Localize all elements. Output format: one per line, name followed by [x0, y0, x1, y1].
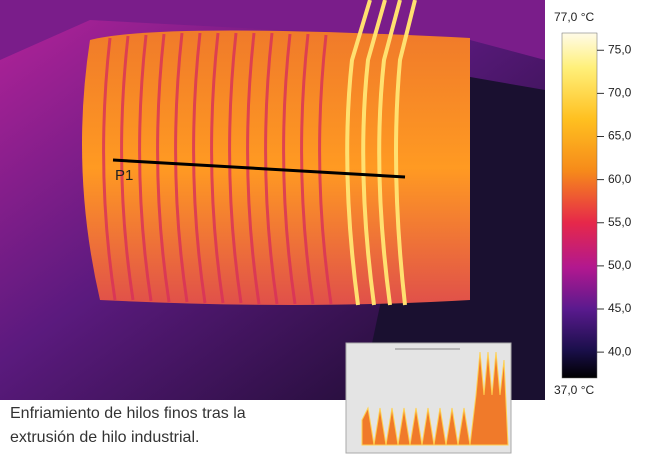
tick-label: 75,0 — [608, 42, 632, 56]
thermal-image — [0, 0, 545, 400]
tick-label: 60,0 — [608, 172, 632, 186]
tick-label: 40,0 — [608, 344, 632, 358]
tick-label: 55,0 — [608, 215, 632, 229]
scale-min-label: 37,0 °C — [554, 383, 594, 397]
color-bar — [561, 32, 598, 379]
tick-label: 65,0 — [608, 129, 632, 143]
caption-line: Enfriamiento de hilos finos tras la — [10, 405, 246, 422]
caption-line: extrusión de hilo industrial. — [10, 429, 199, 446]
profile-marker: P1 — [115, 167, 133, 184]
scale-max-label: 77,0 °C — [554, 10, 594, 24]
tick-label: 50,0 — [608, 258, 632, 272]
tick-label: 70,0 — [608, 86, 632, 100]
tick-label: 45,0 — [608, 301, 632, 315]
inset-profile — [345, 342, 512, 454]
